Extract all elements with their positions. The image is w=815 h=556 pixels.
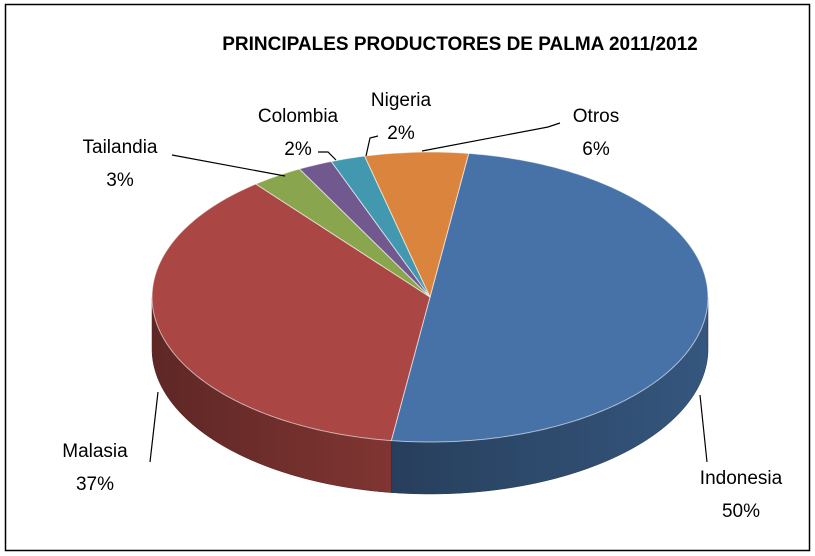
pie-slice (330, 155, 431, 298)
pie-slice (254, 168, 431, 298)
leader-line (318, 151, 337, 161)
slice-category-label: Malasia (62, 441, 128, 462)
pie-slice (363, 151, 470, 299)
pie-slice (298, 160, 431, 298)
leader-line (699, 394, 708, 463)
pie-slice (151, 183, 431, 442)
leader-lines (149, 122, 708, 463)
slice-value-label: 6% (582, 139, 610, 160)
slice-category-label: Indonesia (700, 468, 783, 489)
slice-category-label: Tailandia (83, 137, 158, 158)
slice-value-label: 3% (106, 170, 134, 191)
slice-category-label: Nigeria (371, 90, 432, 111)
slice-value-label: 50% (722, 501, 760, 522)
leader-line (365, 135, 379, 157)
leader-line (421, 122, 561, 152)
slice-category-label: Colombia (258, 106, 339, 127)
pie-slice (390, 152, 709, 443)
slice-value-label: 2% (284, 139, 312, 160)
leader-line (149, 391, 159, 463)
chart-title: PRINCIPALES PRODUCTORES DE PALMA 2011/20… (222, 34, 697, 55)
pie-tops (151, 151, 709, 443)
leader-line (171, 154, 286, 177)
slice-category-label: Otros (573, 106, 619, 127)
slice-value-label: 37% (76, 474, 114, 495)
slice-value-label: 2% (387, 123, 415, 144)
